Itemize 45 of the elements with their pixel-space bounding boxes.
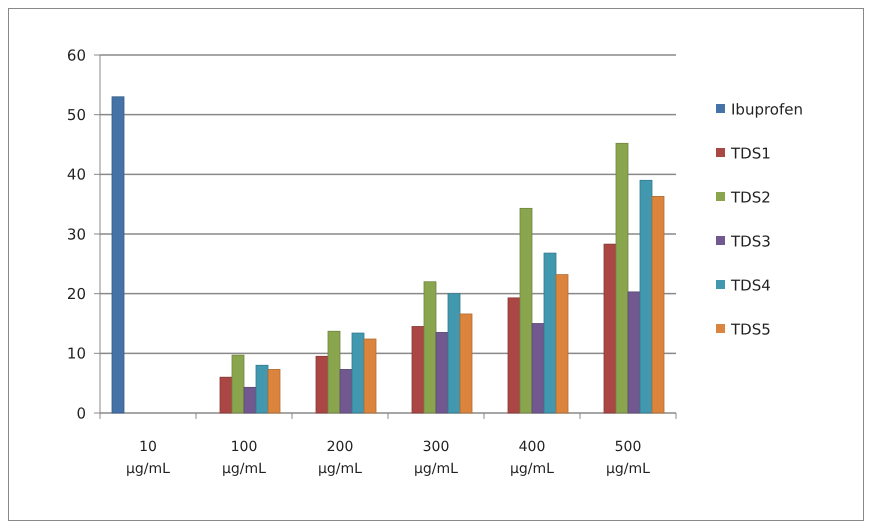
legend-label: TDS1 bbox=[730, 144, 771, 162]
x-tick-label: 400 µg/mL bbox=[510, 439, 554, 477]
bar bbox=[268, 369, 280, 414]
x-tick-label: 100 µg/mL bbox=[222, 439, 266, 477]
bar bbox=[508, 297, 520, 414]
legend-label: TDS5 bbox=[730, 320, 771, 338]
bar bbox=[604, 244, 616, 414]
y-tick-label: 40 bbox=[66, 166, 86, 184]
y-tick-label: 10 bbox=[66, 344, 86, 363]
y-tick-label: 60 bbox=[66, 46, 86, 64]
bar bbox=[532, 323, 544, 414]
x-tick-label: 10 µg/mL bbox=[126, 439, 170, 477]
bar bbox=[112, 96, 124, 414]
bar bbox=[232, 354, 244, 414]
bar bbox=[436, 332, 448, 414]
bar bbox=[340, 369, 352, 414]
legend-label: TDS4 bbox=[730, 276, 771, 294]
bar bbox=[628, 291, 640, 414]
bar bbox=[424, 281, 436, 414]
bar bbox=[220, 376, 232, 414]
bar bbox=[460, 314, 472, 414]
bar bbox=[616, 142, 628, 414]
y-tick-label: 50 bbox=[66, 106, 86, 124]
bar bbox=[364, 338, 376, 414]
bar bbox=[640, 180, 652, 414]
legend-label: TDS3 bbox=[730, 232, 771, 250]
bar bbox=[316, 356, 328, 414]
x-tick-label: 200 µg/mL bbox=[318, 439, 362, 477]
y-tick-label: 20 bbox=[66, 284, 86, 303]
bar bbox=[352, 332, 364, 414]
bar bbox=[244, 386, 256, 414]
bar bbox=[328, 330, 340, 414]
x-tick-label: 300 µg/mL bbox=[414, 439, 458, 477]
bar bbox=[256, 364, 268, 414]
y-tick-label: 30 bbox=[66, 225, 86, 244]
bar bbox=[556, 274, 568, 414]
x-tick-label: 500 µg/mL bbox=[606, 439, 650, 477]
legend-label: TDS2 bbox=[730, 188, 771, 206]
bar bbox=[448, 293, 460, 414]
bar bbox=[520, 208, 532, 414]
y-tick-label: 0 bbox=[76, 404, 86, 422]
bar bbox=[412, 326, 424, 414]
legend-label: Ibuprofen bbox=[731, 100, 804, 118]
bar bbox=[544, 252, 556, 414]
bar bbox=[652, 196, 664, 414]
